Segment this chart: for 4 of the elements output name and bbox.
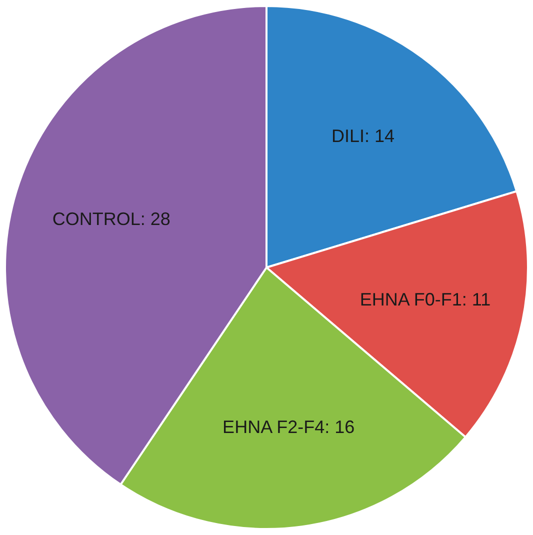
data-label: DILI: 14 [331, 126, 395, 146]
data-label: CONTROL: 28 [52, 209, 170, 230]
data-label: EHNA F2-F4: 16 [222, 417, 355, 438]
data-label: EHNA F0-F1: 11 [360, 289, 491, 310]
